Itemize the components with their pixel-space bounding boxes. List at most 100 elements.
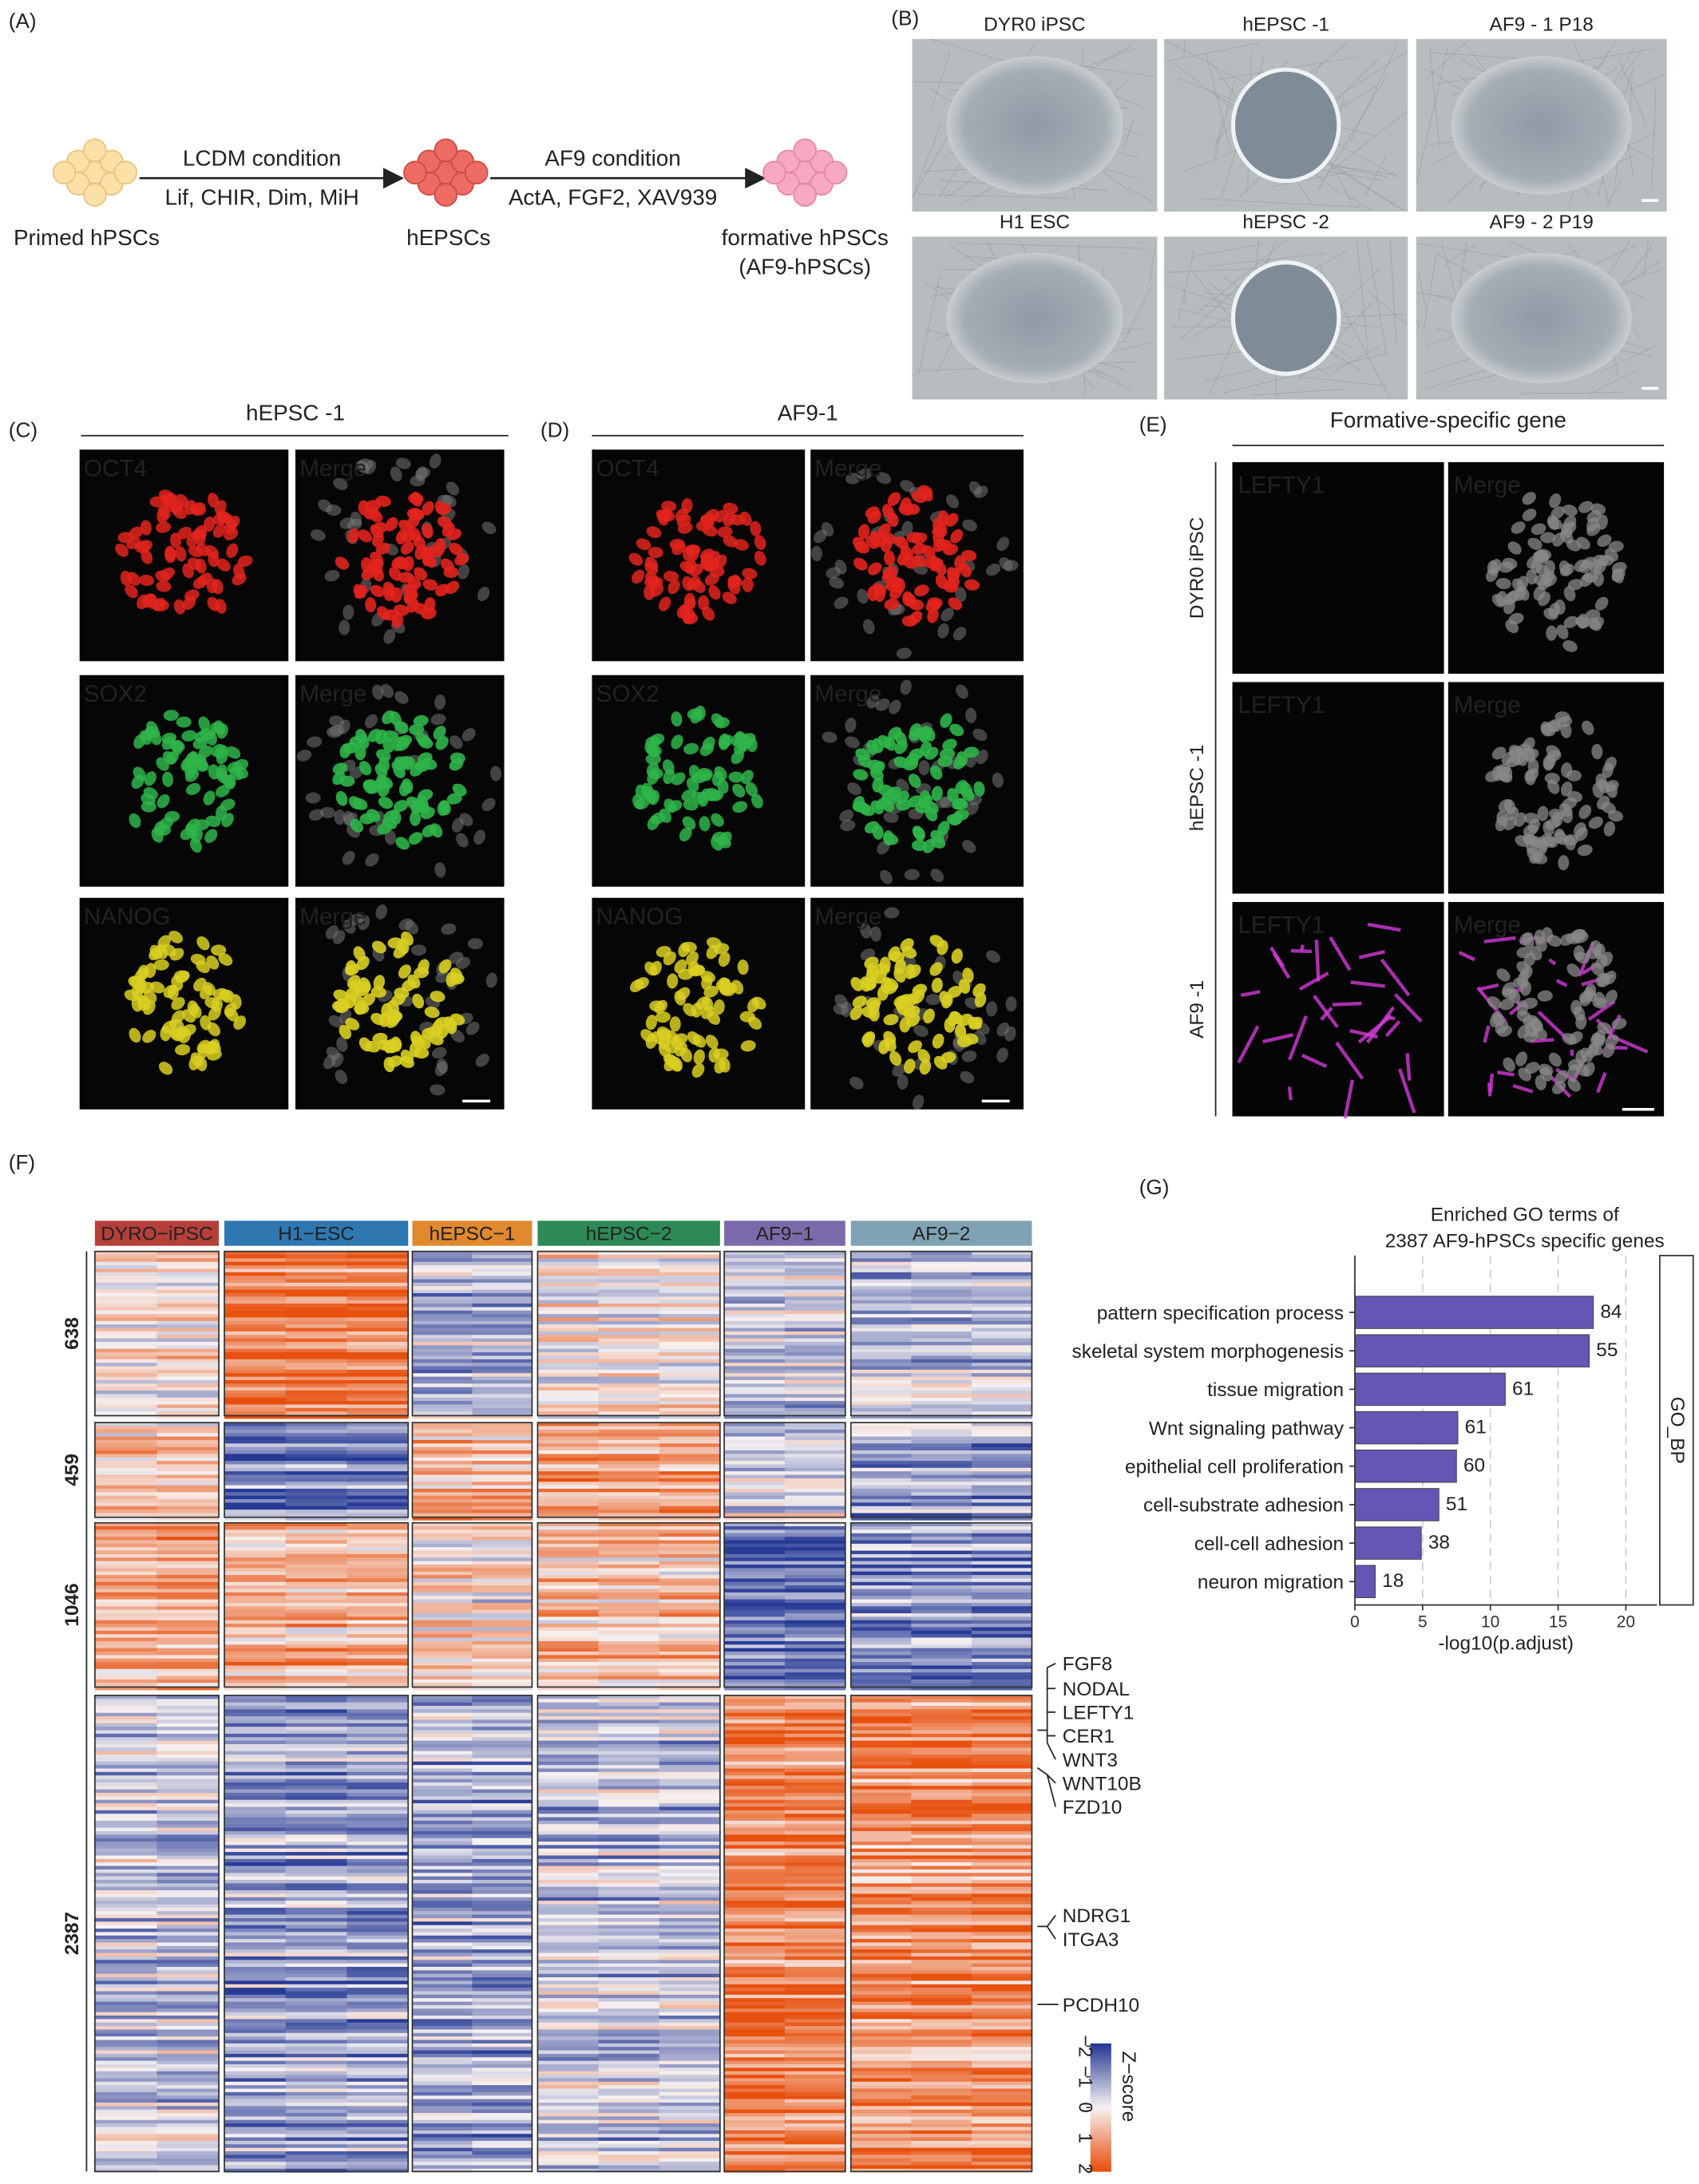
heat-cell [472, 1606, 533, 1611]
heat-cell [285, 1630, 348, 1635]
heat-cell [598, 1439, 660, 1444]
heat-cell [537, 1304, 600, 1308]
heat-cell [472, 1662, 533, 1666]
heat-cell [347, 1471, 409, 1476]
heat-cell [598, 1869, 660, 1873]
heat-cell [285, 1970, 348, 1975]
heat-cell [156, 1613, 220, 1617]
heat-cell [598, 1970, 660, 1975]
heat-cell [537, 1672, 600, 1677]
nucleus [202, 982, 216, 996]
stain-label: Merge [1454, 912, 1521, 938]
heat-cell [971, 1665, 1032, 1670]
heat-cell [537, 1727, 600, 1731]
nucleus [1003, 560, 1019, 572]
nucleus [434, 1062, 447, 1077]
heat-cell [156, 1830, 220, 1835]
heat-cell [598, 1272, 660, 1276]
heat-cell [412, 2047, 473, 2051]
heat-cell [598, 1994, 660, 1999]
nucleus [382, 817, 398, 829]
heat-cell [94, 1970, 157, 1975]
heat-cell [412, 2071, 473, 2075]
nucleus [408, 832, 423, 845]
heat-cell [971, 1457, 1032, 1462]
heat-cell [412, 1782, 473, 1786]
nucleus [742, 568, 758, 580]
heat-cell [94, 1893, 157, 1898]
heat-cell [412, 1662, 473, 1666]
heat-cell [156, 1467, 220, 1472]
heat-cell [598, 1401, 660, 1406]
nucleus [215, 599, 227, 614]
heat-cell [911, 1467, 972, 1472]
nucleus [208, 1006, 221, 1021]
heat-cell [659, 1474, 721, 1479]
nucleus [393, 764, 406, 778]
heat-cell [472, 1529, 533, 1534]
heat-cell [347, 1935, 409, 1940]
heat-cell [156, 2147, 220, 2152]
heat-cell [472, 1526, 533, 1530]
nucleus [422, 500, 434, 516]
heat-cell [285, 1276, 348, 1280]
heat-cell [224, 1616, 287, 1621]
heat-cell [537, 1401, 600, 1406]
heat-cell [285, 1485, 348, 1490]
heat-cell [724, 1565, 786, 1569]
heat-cell [94, 1464, 157, 1469]
nucleus [345, 1018, 360, 1031]
heat-cell [472, 1956, 533, 1960]
heat-cell [94, 1394, 157, 1399]
heat-cell [537, 2047, 600, 2051]
nucleus [455, 956, 470, 970]
heat-cell [472, 1755, 533, 1759]
nucleus [904, 592, 917, 607]
heat-cell [347, 1575, 409, 1579]
heat-cell [537, 1509, 600, 1514]
heat-cell [971, 1592, 1032, 1596]
heat-cell [537, 1397, 600, 1402]
heat-cell [156, 1665, 220, 1670]
heat-cell [224, 1876, 287, 1881]
heat-cell [659, 1502, 721, 1507]
heat-cell [156, 1433, 220, 1438]
heat-cell [598, 2004, 660, 2009]
heat-cell [659, 2029, 721, 2034]
heat-cell [784, 1589, 846, 1593]
heat-cell [94, 1917, 157, 1922]
heat-cell [94, 1540, 157, 1545]
heat-cell [156, 1589, 220, 1593]
heat-cell [537, 1634, 600, 1639]
heat-cell [472, 2032, 533, 2037]
heat-cell [971, 1345, 1032, 1350]
heat-cell [472, 1446, 533, 1451]
heat-cell [537, 2040, 600, 2044]
heat-cell [598, 2019, 660, 2024]
heat-cell [537, 1429, 600, 1434]
heat-cell [94, 1485, 157, 1490]
heat-cell [412, 1917, 473, 1922]
heat-cell [598, 1581, 660, 1586]
heat-cell [784, 1265, 846, 1269]
heat-cell [598, 1737, 660, 1742]
nucleus [446, 481, 460, 496]
heat-cell [224, 1596, 287, 1600]
heat-cell [285, 1806, 348, 1811]
heat-cell [347, 1977, 409, 1981]
heat-cell [94, 2127, 157, 2131]
heat-cell [347, 1799, 409, 1804]
heat-cell [784, 1366, 846, 1371]
nucleus [144, 771, 156, 786]
heat-cell [537, 1609, 600, 1614]
nucleus [413, 714, 429, 727]
heat-cell [156, 1255, 220, 1259]
heat-cell [94, 1338, 157, 1343]
heat-cell [784, 1648, 846, 1652]
heat-cell [537, 1352, 600, 1356]
nucleus [955, 780, 968, 794]
heat-cell [659, 1550, 721, 1555]
heat-cell [598, 1352, 660, 1356]
micrograph [79, 675, 289, 887]
heat-cell [347, 1706, 409, 1710]
